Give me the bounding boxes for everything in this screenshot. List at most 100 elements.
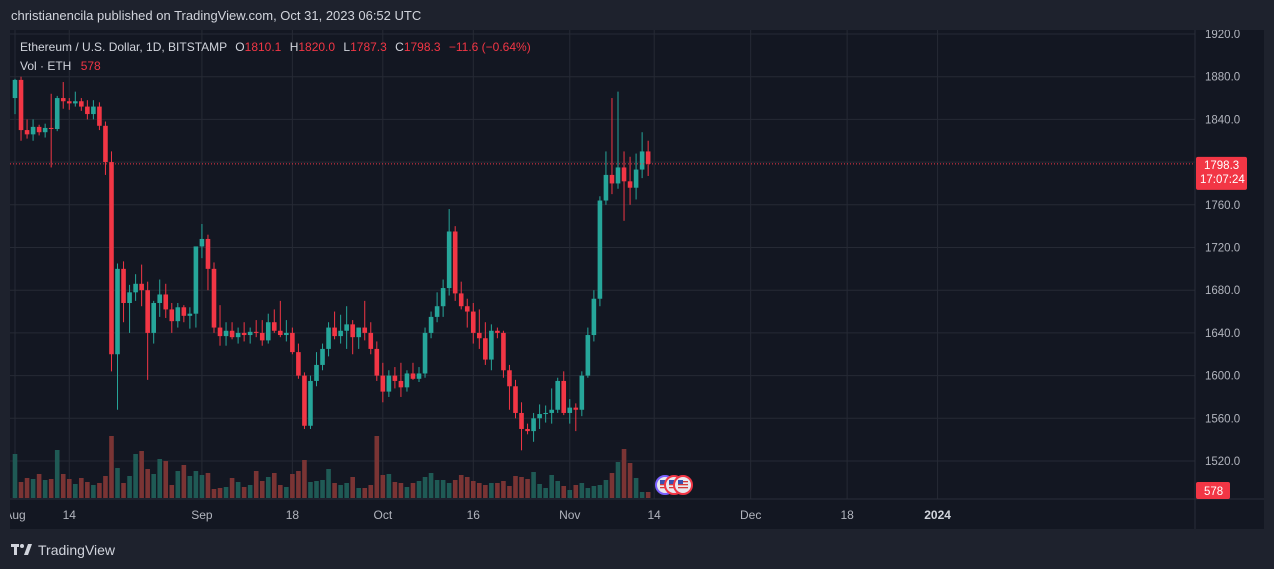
high-label: H	[289, 40, 299, 54]
volume-bar	[585, 488, 591, 498]
candle-body	[24, 130, 30, 135]
volume-bar	[60, 474, 66, 498]
volume-bar	[495, 483, 500, 498]
candle-body	[253, 331, 259, 333]
candle-body	[380, 375, 386, 392]
us-flag-event-icon[interactable]	[673, 475, 693, 495]
volume-bar	[54, 450, 60, 498]
volume-label[interactable]: Vol · ETH	[20, 59, 72, 73]
volume-row: Vol · ETH 578	[20, 57, 531, 76]
volume-bar	[133, 454, 138, 498]
candle-body	[48, 127, 54, 130]
candle-body	[446, 231, 452, 289]
volume-bar	[501, 481, 506, 498]
candle-body	[567, 407, 573, 413]
volume-bar	[109, 436, 114, 498]
candle-body	[549, 409, 554, 413]
volume-bar	[97, 483, 102, 498]
volume-bar	[362, 488, 368, 498]
volume-bar	[42, 480, 48, 498]
volume-bar	[12, 454, 18, 498]
candle-body	[30, 126, 36, 135]
candle-body	[633, 169, 639, 188]
candle-body	[211, 268, 217, 328]
price-tick-label: 1600.0	[1205, 371, 1240, 383]
volume-bar	[103, 476, 108, 498]
tradingview-footer: TradingView	[11, 540, 115, 560]
volume-bar	[314, 481, 319, 498]
price-tick-label: 1560.0	[1205, 413, 1240, 425]
volume-bar	[79, 478, 84, 498]
candle-body	[127, 292, 132, 304]
time-tick-label: 16	[467, 508, 481, 522]
price-tick-label: 1720.0	[1205, 243, 1240, 255]
candle-body	[223, 330, 229, 337]
volume-bar	[235, 482, 241, 498]
candle-body	[627, 181, 633, 188]
volume-bar	[639, 492, 645, 498]
volume-bar	[302, 460, 307, 498]
candle-body	[350, 324, 355, 338]
candle-body	[615, 167, 621, 184]
candle-body	[386, 375, 392, 392]
candle-body	[278, 330, 283, 336]
volume-bar	[410, 483, 416, 498]
chart-legend: Ethereum / U.S. Dollar, 1D, BITSTAMP O18…	[20, 38, 531, 76]
symbol-title[interactable]: Ethereum / U.S. Dollar, 1D, BITSTAMP	[20, 40, 227, 54]
tradingview-brand[interactable]: TradingView	[38, 542, 116, 558]
volume-bar	[446, 483, 452, 498]
candle-body	[452, 231, 458, 294]
candle-body	[12, 79, 18, 99]
volume-bar	[284, 487, 289, 498]
volume-bar	[555, 481, 560, 498]
volume-bar	[452, 480, 458, 498]
time-tick-label: Nov	[559, 508, 580, 522]
volume-bar	[519, 477, 524, 498]
time-tick-label: Sep	[191, 508, 213, 522]
candle-body	[91, 106, 96, 115]
candle-body	[464, 306, 470, 312]
candle-body	[579, 375, 585, 410]
volume-bar	[477, 483, 482, 498]
candle-body	[187, 313, 193, 316]
volume-bar	[537, 484, 542, 498]
volume-bar	[627, 463, 633, 498]
time-tick-label: 14	[648, 508, 662, 522]
candle-body	[561, 380, 567, 413]
volume-bar	[561, 486, 567, 498]
candle-body	[374, 348, 380, 376]
last-volume-label: 578	[1204, 486, 1223, 498]
candle-body	[645, 151, 651, 164]
candle-body	[247, 331, 253, 336]
volume-bar	[199, 475, 205, 498]
candle-body	[193, 246, 199, 314]
volume-bar	[464, 477, 470, 498]
volume-bar	[36, 474, 42, 498]
candle-body	[591, 298, 597, 336]
candle-body	[332, 327, 337, 337]
volume-bar	[308, 482, 313, 498]
last-volume-tag	[1196, 482, 1230, 499]
time-tick-label: 18	[840, 508, 854, 522]
candle-body	[109, 162, 114, 355]
candle-body	[543, 412, 548, 415]
volume-bar	[278, 485, 283, 498]
candle-body	[60, 98, 66, 102]
candle-body	[609, 174, 615, 184]
candlestick-chart[interactable]: 1520.0 1560.0 1600.0 1640.0 1680.0 1720.0 1760…	[10, 30, 1264, 529]
candle-body	[163, 294, 169, 310]
candle-body	[440, 288, 446, 307]
candle-body	[639, 151, 645, 170]
candle-body	[151, 303, 156, 333]
chart-panel[interactable]: 1520.0 1560.0 1600.0 1640.0 1680.0 1720.0 1760…	[10, 30, 1264, 529]
price-tick-label: 1760.0	[1205, 200, 1240, 212]
volume-bar	[549, 475, 554, 498]
candle-body	[356, 327, 362, 338]
candle-body	[42, 127, 48, 133]
candle-body	[169, 309, 175, 322]
candle-body	[229, 330, 235, 338]
candle-body	[326, 327, 331, 349]
price-tick-label: 1880.0	[1205, 72, 1240, 84]
publisher-line: christianencila published on TradingView…	[11, 8, 422, 23]
tradingview-logo-icon	[11, 542, 33, 559]
